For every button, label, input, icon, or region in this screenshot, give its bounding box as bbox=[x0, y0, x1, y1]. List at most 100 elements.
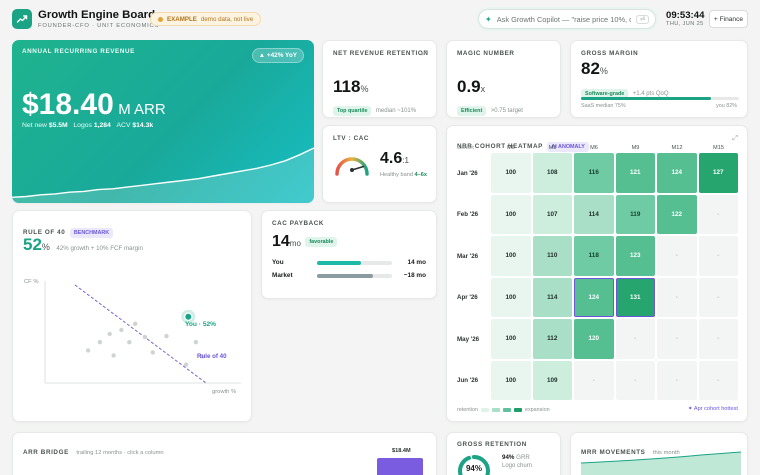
nrr-value-row: 118% bbox=[333, 77, 368, 97]
cac-payback-card[interactable]: CAC PAYBACK 14mo favorable You 14 mo Marke… bbox=[261, 210, 437, 299]
heatmap-cell[interactable]: 114 bbox=[574, 194, 614, 234]
mrr-area bbox=[581, 452, 741, 475]
heatmap-cell[interactable]: - bbox=[657, 277, 697, 317]
gm-foot: Software-grade +1.4 pts QoQ bbox=[581, 82, 669, 100]
heatmap-cell[interactable]: - bbox=[574, 360, 614, 400]
heatmap-cell[interactable]: - bbox=[698, 236, 738, 276]
gauge-hub bbox=[350, 168, 354, 172]
ltv-note: Healthy band 4–6x bbox=[380, 172, 427, 178]
nrr-card[interactable]: NET REVENUE RETENTION ⤢ 118% Top quartil… bbox=[322, 40, 437, 118]
gross-margin-card[interactable]: GROSS MARGIN 82% Software-grade +1.4 pts… bbox=[570, 40, 748, 118]
grr-ring bbox=[458, 455, 490, 475]
heatmap-cell[interactable]: 127 bbox=[698, 153, 738, 193]
sparkle-icon: ✦ bbox=[485, 14, 492, 24]
heatmap-cell[interactable]: 100 bbox=[491, 277, 531, 317]
heatmap-cell[interactable]: - bbox=[698, 277, 738, 317]
heatmap-cell[interactable]: 110 bbox=[532, 236, 572, 276]
heatmap-row-label: Jan '26 bbox=[457, 169, 478, 177]
heatmap-cell[interactable]: 100 bbox=[491, 319, 531, 359]
expand-icon[interactable]: ⤢ bbox=[732, 135, 738, 142]
magic-badge: Efficient bbox=[457, 106, 487, 116]
gauge-needle bbox=[351, 165, 365, 171]
heatmap-cell[interactable]: - bbox=[657, 360, 697, 400]
acv-value: $14.3k bbox=[132, 122, 154, 129]
heatmap-cell[interactable]: 131 bbox=[615, 277, 655, 317]
heatmap-cell[interactable]: - bbox=[698, 194, 738, 234]
finance-button[interactable]: + Finance bbox=[709, 10, 748, 28]
heatmap-cell[interactable]: 120 bbox=[574, 319, 614, 359]
arr-trend-line bbox=[12, 147, 314, 198]
example-badge: EXAMPLE demo data, not live bbox=[150, 12, 262, 26]
mrr-label: MRR MOVEMENTS bbox=[581, 449, 646, 456]
heatmap-cell[interactable]: 108 bbox=[532, 153, 572, 193]
arr-stats: Net new $5.5M Logos 1,284 ACV $14.3k bbox=[22, 122, 153, 129]
cac-unit: mo bbox=[289, 239, 301, 248]
heatmap-cell[interactable]: 100 bbox=[491, 153, 531, 193]
arr-bridge-card[interactable]: ARR BRIDGE trailing 12 months · click a … bbox=[12, 432, 437, 475]
heatmap-cell[interactable]: - bbox=[615, 360, 655, 400]
heatmap-column-label: M0 bbox=[507, 145, 515, 151]
heatmap-row-label: Apr '26 bbox=[457, 294, 478, 302]
heatmap-cell[interactable]: 100 bbox=[491, 360, 531, 400]
gm-badge: Software-grade bbox=[581, 89, 629, 99]
heatmap-cell[interactable]: 118 bbox=[574, 236, 614, 276]
bridge-end-value: $18.4M bbox=[392, 448, 411, 454]
you-dot[interactable] bbox=[184, 312, 193, 321]
app-subtitle: FOUNDER-CFO · UNIT ECONOMICS bbox=[38, 23, 160, 29]
apr-cohort-link[interactable]: ✦ Apr cohort hottest bbox=[687, 406, 738, 412]
heatmap-cell[interactable]: - bbox=[615, 319, 655, 359]
mrr-movements-card[interactable]: MRR MOVEMENTS this month bbox=[570, 432, 748, 475]
heatmap-cell[interactable]: 123 bbox=[615, 236, 655, 276]
peer-dot bbox=[150, 350, 155, 355]
heatmap-cell[interactable]: 100 bbox=[491, 194, 531, 234]
copilot-input[interactable]: ✦ Ask Growth Copilot — "raise price 10%,… bbox=[478, 9, 656, 29]
magic-value-row: 0.9x bbox=[457, 77, 485, 97]
heatmap-cell[interactable]: 116 bbox=[574, 153, 614, 193]
copilot-placeholder: Ask Growth Copilot — "raise price 10%, c… bbox=[496, 14, 631, 24]
heatmap-cell[interactable]: 124 bbox=[657, 153, 697, 193]
heatmap-cell[interactable]: 122 bbox=[657, 194, 697, 234]
legend-swatch bbox=[491, 408, 500, 412]
arr-card[interactable]: ANNUAL RECURRING REVENUE ▲ +42% YoY $18.… bbox=[12, 40, 314, 203]
gauge-arc bbox=[335, 157, 369, 176]
bridge-end-bar[interactable] bbox=[377, 458, 423, 475]
rule-of-40-card[interactable]: RULE OF 40 BENCHMARK 52% 42% growth + 10… bbox=[12, 210, 252, 422]
magic-number-card[interactable]: MAGIC NUMBER 0.9x Efficient >0.75 target bbox=[446, 40, 561, 118]
heatmap-cell[interactable]: - bbox=[698, 319, 738, 359]
gross-retention-card[interactable]: GROSS RETENTION 94% 94% GRR Logo churn bbox=[446, 432, 561, 475]
peer-dot bbox=[164, 333, 169, 339]
ltv-value-row: 4.6:1 bbox=[380, 150, 409, 168]
gm-progress-fill bbox=[581, 97, 711, 100]
heatmap-cell[interactable]: 124 bbox=[574, 277, 614, 317]
gm-unit: % bbox=[599, 66, 608, 76]
heatmap-legend: retention expansion bbox=[457, 407, 550, 413]
rule40-unit: % bbox=[41, 242, 50, 252]
heatmap-cell[interactable]: 107 bbox=[532, 194, 572, 234]
expand-icon[interactable]: ⤢ bbox=[421, 50, 427, 57]
ltv-gauge bbox=[335, 157, 369, 176]
heatmap-cell[interactable]: 100 bbox=[491, 236, 531, 276]
heatmap-cell[interactable]: 119 bbox=[615, 194, 655, 234]
nrr-note: median ~101% bbox=[375, 108, 417, 114]
rule40-badge: BENCHMARK bbox=[69, 228, 114, 238]
heatmap-cell[interactable]: 109 bbox=[532, 360, 572, 400]
heatmap-cell[interactable]: 114 bbox=[532, 277, 572, 317]
gm-scale-left: SaaS median 75% bbox=[581, 103, 626, 109]
clock-date: THU, JUN 25 bbox=[666, 21, 704, 27]
ltv-cac-card[interactable]: LTV : CAC 4.6:1 Healthy band 4–6x bbox=[322, 125, 437, 203]
app-logo bbox=[12, 9, 32, 29]
nrr-heatmap-card[interactable]: NRR COHORT HEATMAP AI ANOMALY ⤢ Cohort M… bbox=[446, 125, 748, 422]
heatmap-row-label: Jun '26 bbox=[457, 377, 479, 385]
heatmap-cell[interactable]: 121 bbox=[615, 153, 655, 193]
example-note: demo data, not live bbox=[200, 15, 254, 23]
heatmap-cell[interactable]: - bbox=[657, 236, 697, 276]
heatmap-cell[interactable]: 112 bbox=[532, 319, 572, 359]
heatmap-cell[interactable]: - bbox=[698, 360, 738, 400]
heatmap-column-label: M3 bbox=[548, 145, 557, 151]
heatmap-cell[interactable]: - bbox=[657, 319, 697, 359]
app-title: Growth Engine Board bbox=[38, 9, 156, 21]
arr-value-row: $18.40 M ARR bbox=[22, 88, 166, 122]
net-new-value: $5.5M bbox=[48, 122, 68, 129]
magic-value: 0.9 bbox=[457, 77, 481, 96]
grr-unit: GRR bbox=[516, 454, 530, 461]
